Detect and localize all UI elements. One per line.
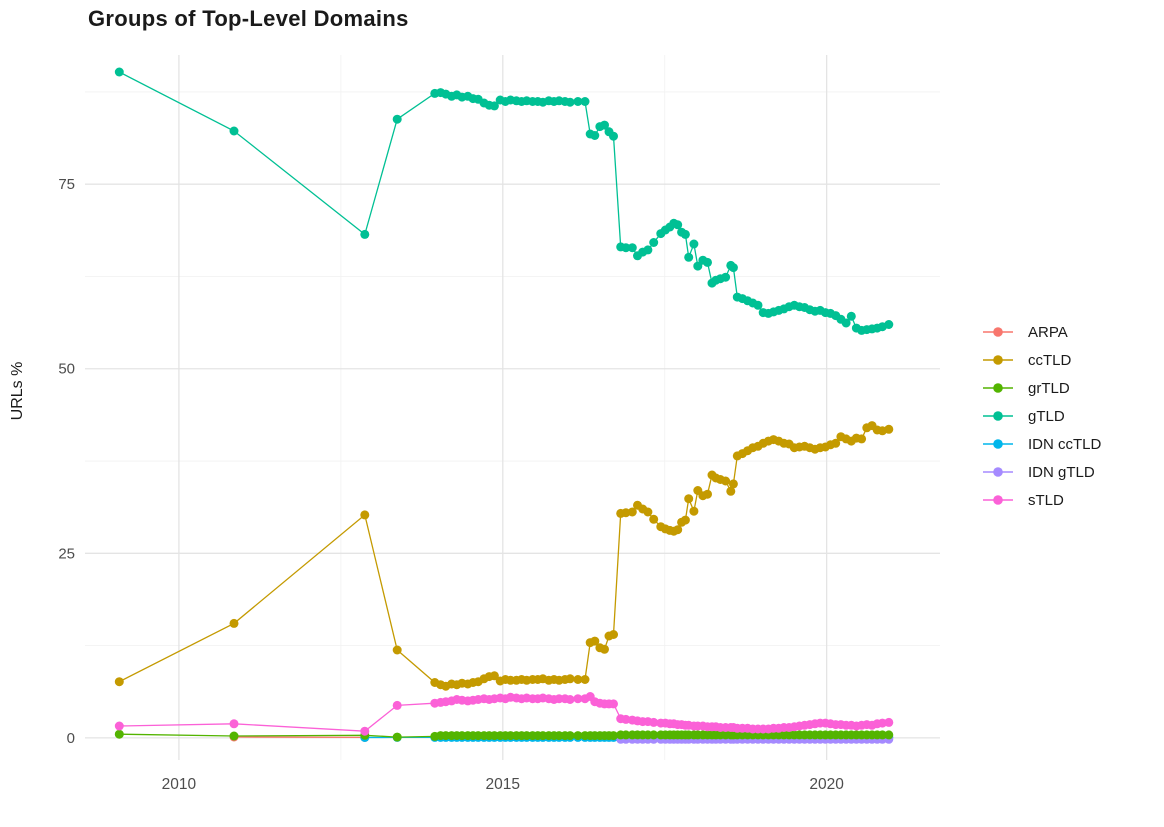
- legend-key-icon: [983, 383, 1013, 393]
- chart-title: Groups of Top-Level Domains: [88, 6, 409, 31]
- legend-key-icon: [983, 411, 1013, 421]
- series-cctld: [114, 421, 894, 691]
- legend-label: IDN gTLD: [1028, 463, 1095, 481]
- legend-key-icon: [983, 467, 1013, 477]
- legend-key-icon: [983, 495, 1013, 505]
- legend-item-grtld: grTLD: [981, 374, 1101, 402]
- y-tick-label: 0: [67, 730, 75, 747]
- legend-key-icon: [983, 439, 1013, 449]
- legend-key-icon: [983, 327, 1013, 337]
- legend-label: gTLD: [1028, 407, 1065, 425]
- x-tick-label: 2015: [486, 776, 520, 793]
- series-arpa: [229, 732, 370, 742]
- legend-label: ccTLD: [1028, 351, 1072, 369]
- legend-key-icon: [983, 355, 1013, 365]
- legend-item-idn-cctld: IDN ccTLD: [981, 430, 1101, 458]
- y-axis-label: URLs %: [9, 361, 26, 421]
- legend-label: ARPA: [1028, 323, 1068, 341]
- legend-item-idn-gtld: IDN gTLD: [981, 458, 1101, 486]
- y-tick-label: 75: [58, 176, 75, 193]
- legend-label: sTLD: [1028, 491, 1064, 509]
- legend-label: IDN ccTLD: [1028, 435, 1102, 453]
- legend-item-cctld: ccTLD: [981, 346, 1101, 374]
- y-tick-label: 25: [58, 545, 75, 562]
- legend-item-gtld: gTLD: [981, 402, 1101, 430]
- legend: ARPA ccTLD grTLD gTLD IDN ccTLD IDN gTLD sTLD: [981, 318, 1101, 514]
- x-tick-label: 2010: [162, 776, 197, 793]
- series-gtld: [114, 67, 894, 335]
- legend-item-arpa: ARPA: [981, 318, 1101, 346]
- series-stld: [114, 692, 894, 736]
- legend-item-stld: sTLD: [981, 486, 1101, 514]
- x-tick-label: 2020: [809, 776, 844, 793]
- legend-label: grTLD: [1028, 379, 1070, 397]
- series-grtld: [114, 729, 894, 742]
- y-tick-label: 50: [58, 361, 75, 378]
